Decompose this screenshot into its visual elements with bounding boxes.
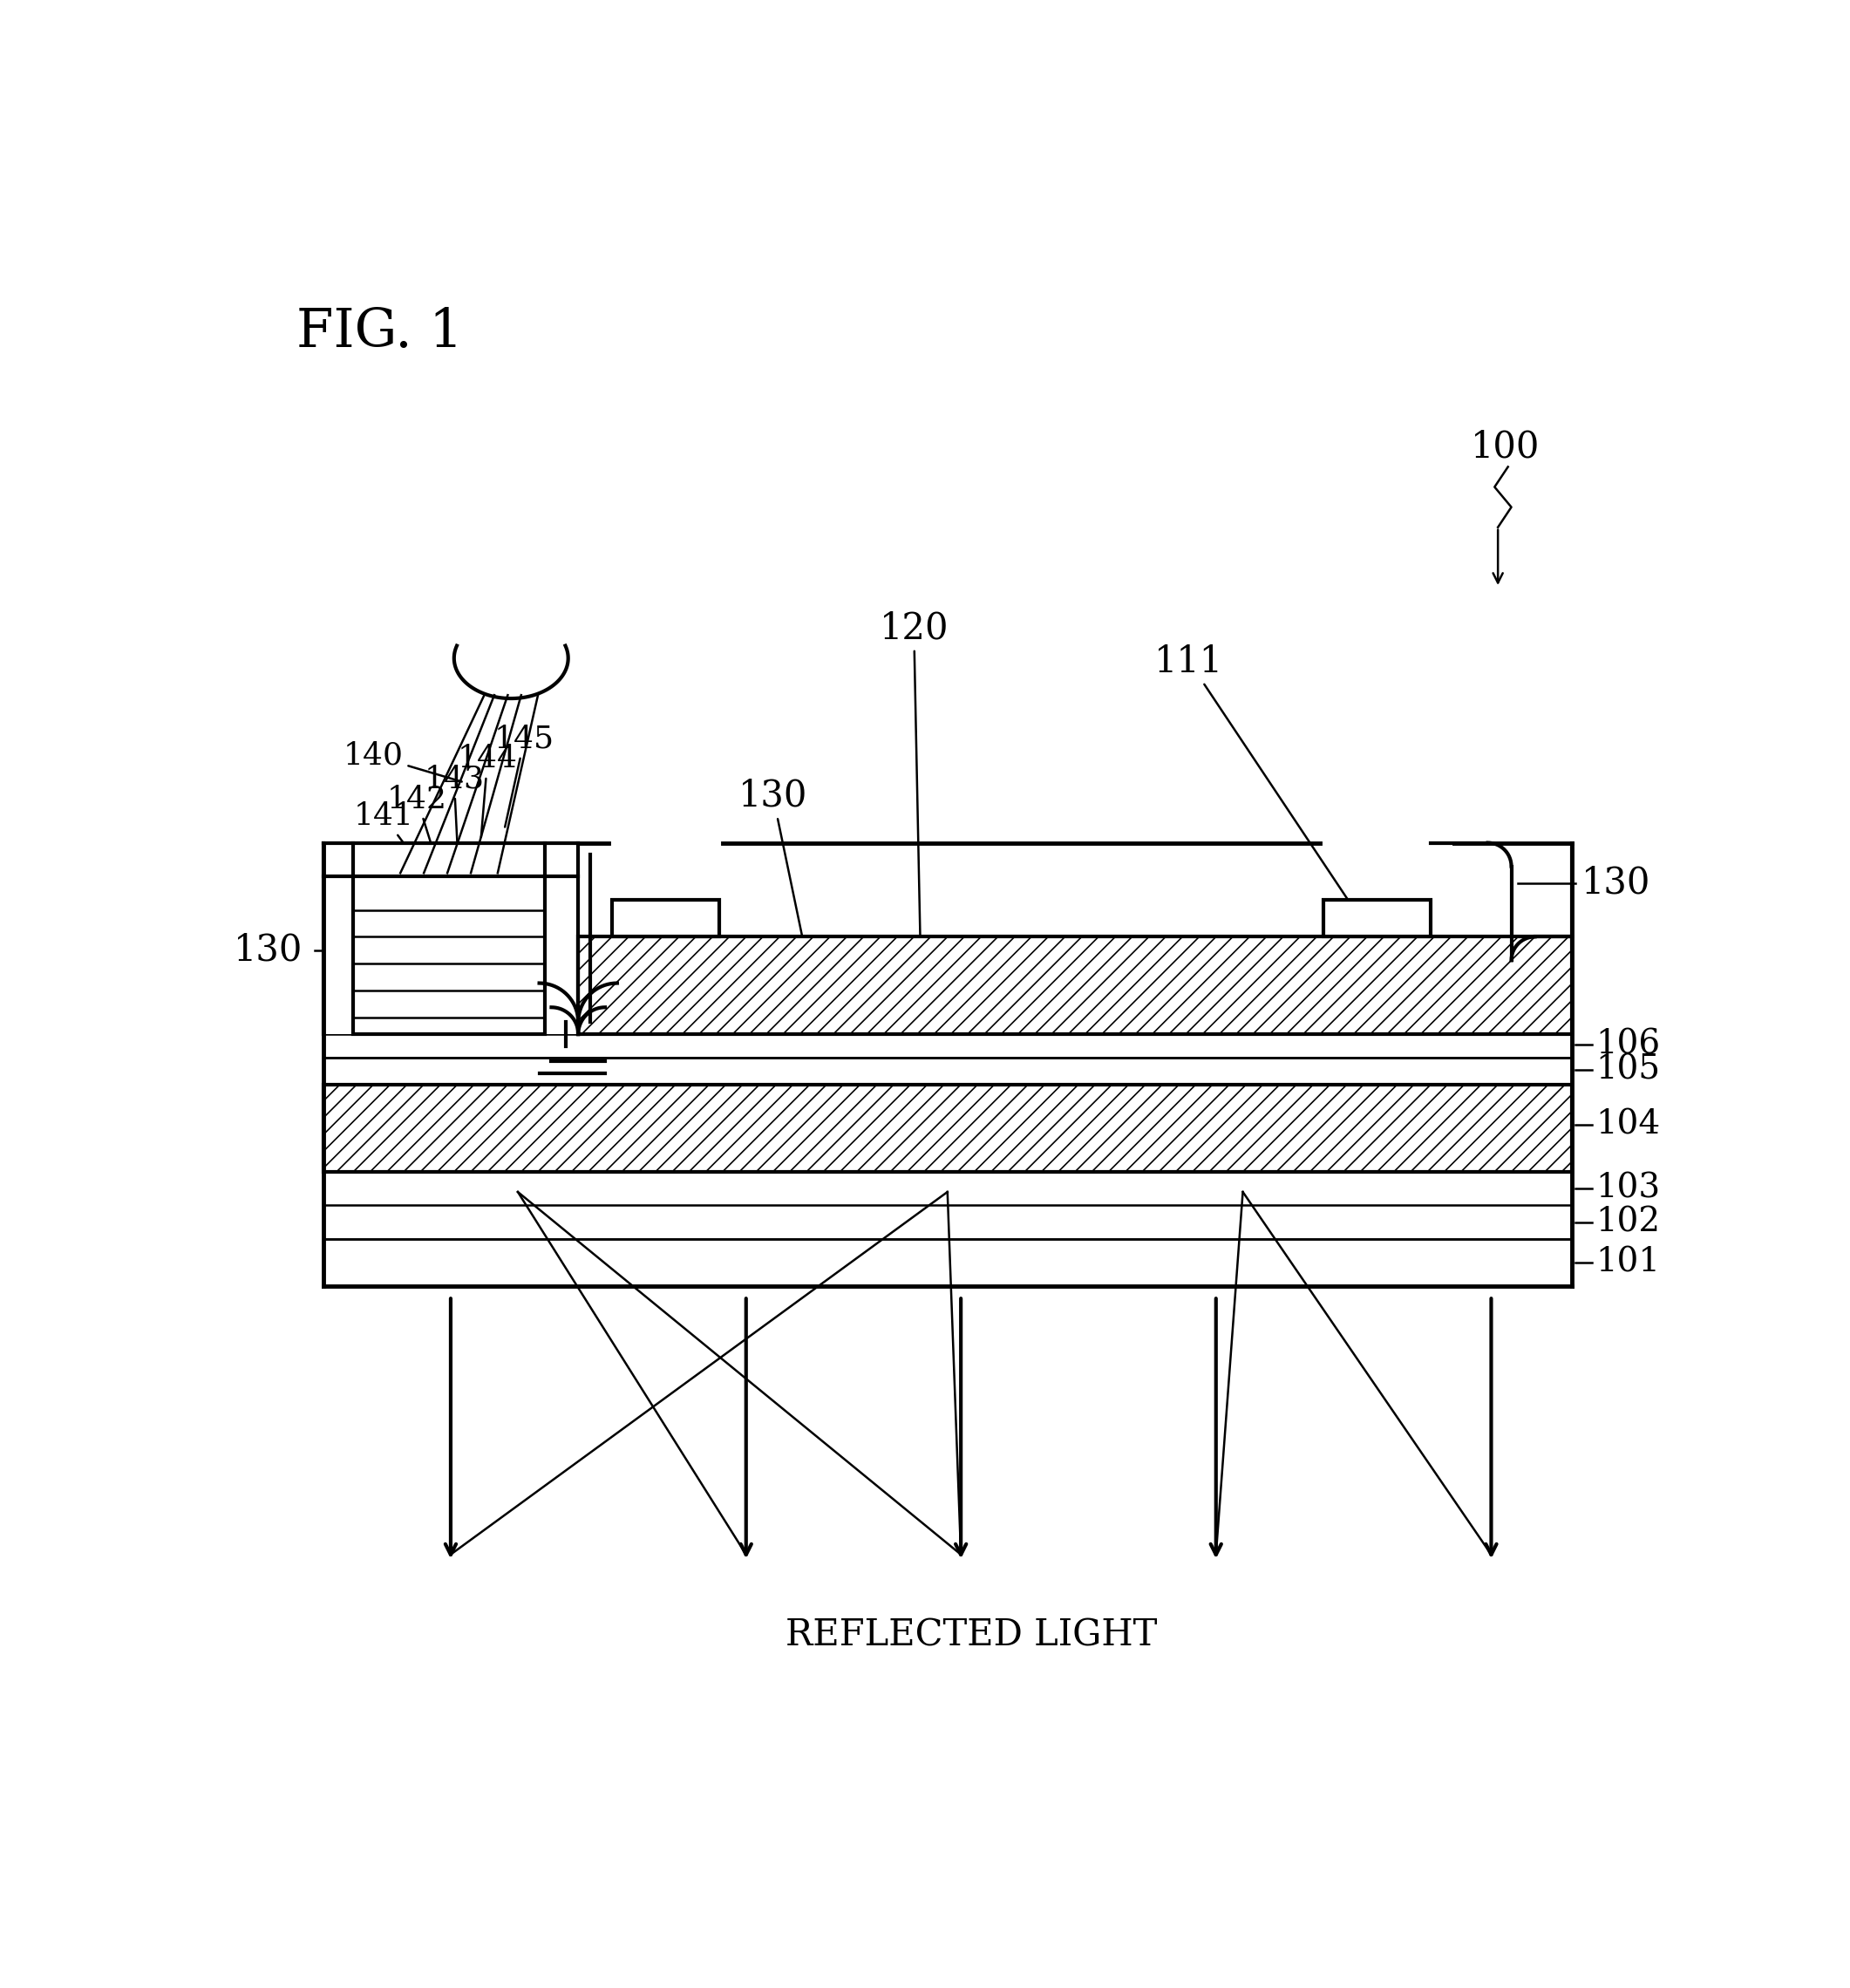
Text: 120: 120 — [879, 610, 949, 954]
Text: 105: 105 — [1595, 1054, 1659, 1085]
Text: 130: 130 — [738, 777, 807, 954]
Text: REFLECTED LIGHT: REFLECTED LIGHT — [784, 1616, 1156, 1654]
Bar — [324, 843, 579, 1034]
Text: 143: 143 — [424, 763, 485, 843]
Text: 103: 103 — [1595, 1173, 1659, 1205]
Bar — [324, 1205, 1573, 1239]
Bar — [612, 901, 720, 936]
Text: 144: 144 — [457, 744, 518, 837]
Text: 130: 130 — [1582, 865, 1650, 901]
Text: 106: 106 — [1595, 1028, 1659, 1060]
Bar — [324, 1085, 1573, 1171]
Bar — [353, 877, 544, 1034]
Text: 130: 130 — [233, 932, 303, 968]
Text: 145: 145 — [494, 724, 555, 827]
Text: 140: 140 — [344, 742, 462, 781]
Text: 100: 100 — [1471, 427, 1541, 465]
Text: 102: 102 — [1595, 1207, 1659, 1239]
Bar — [579, 936, 1572, 1034]
Bar — [324, 1239, 1573, 1286]
Text: 104: 104 — [1595, 1109, 1659, 1141]
Bar — [324, 843, 1573, 1286]
Text: 142: 142 — [387, 785, 448, 851]
Text: 101: 101 — [1595, 1246, 1659, 1278]
Text: 111: 111 — [1154, 644, 1349, 901]
Text: 141: 141 — [353, 801, 414, 857]
Bar — [1323, 901, 1430, 936]
Text: FIG. 1: FIG. 1 — [296, 306, 462, 358]
